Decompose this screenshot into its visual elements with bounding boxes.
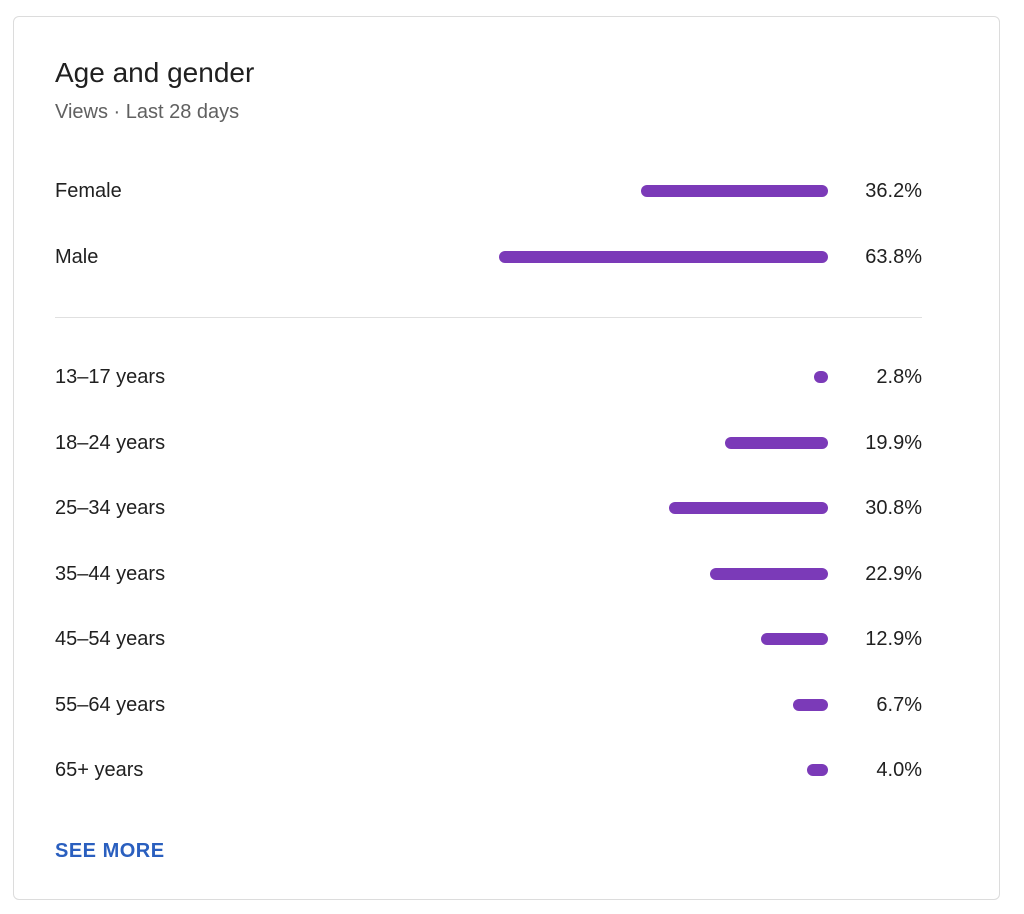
age-label: 25–34 years (55, 497, 166, 519)
age-bar (813, 371, 828, 383)
age-bar-track (498, 764, 828, 776)
age-row: 13–17 years 2.8% (55, 362, 922, 392)
age-bar (807, 764, 828, 776)
gender-label: Female (55, 180, 122, 202)
age-label: 55–64 years (55, 693, 166, 716)
age-gender-card: Age and gender Views · Last 28 days Fema… (13, 16, 1000, 900)
gender-value: 63.8% (865, 246, 922, 268)
age-bar-track (498, 371, 828, 383)
gender-bar (641, 185, 828, 197)
gender-value: 36.2% (865, 180, 922, 202)
age-label: 18–24 years (55, 431, 166, 454)
age-value: 19.9% (865, 431, 922, 454)
age-row: 35–44 years 22.9% (55, 559, 922, 589)
age-bar-track (498, 567, 828, 580)
age-value: 4.0% (876, 759, 922, 781)
gender-bar-track (498, 251, 828, 263)
gender-label: Male (55, 246, 99, 268)
age-bar (709, 567, 828, 580)
age-row: 55–64 years 6.7% (55, 690, 922, 720)
gender-row: Male 63.8% (55, 242, 922, 272)
age-bar-track (498, 502, 828, 514)
card-title: Age and gender (55, 57, 255, 88)
age-value: 12.9% (865, 628, 922, 650)
age-row: 45–54 years 12.9% (55, 624, 922, 654)
age-row: 25–34 years 30.8% (55, 493, 922, 523)
age-value: 2.8% (876, 366, 922, 388)
see-more-link[interactable]: SEE MORE (55, 840, 165, 862)
age-row: 18–24 years 19.9% (55, 428, 922, 458)
card-subtitle: Views · Last 28 days (55, 101, 240, 123)
age-bar-track (498, 436, 828, 449)
age-bar (669, 502, 828, 514)
age-bar-track (498, 698, 828, 711)
age-value: 6.7% (876, 693, 922, 716)
age-label: 65+ years (55, 759, 144, 781)
age-bar-track (498, 633, 828, 645)
age-label: 13–17 years (55, 366, 166, 388)
age-value: 30.8% (865, 497, 922, 519)
age-label: 45–54 years (55, 628, 166, 650)
age-value: 22.9% (865, 562, 922, 585)
age-label: 35–44 years (55, 562, 166, 585)
gender-bar-track (498, 185, 828, 197)
gender-bar (499, 251, 828, 263)
divider (55, 317, 922, 318)
age-bar (761, 633, 828, 645)
gender-row: Female 36.2% (55, 176, 922, 206)
age-row: 65+ years 4.0% (55, 755, 922, 785)
age-bar (793, 698, 828, 711)
age-bar (725, 436, 828, 449)
